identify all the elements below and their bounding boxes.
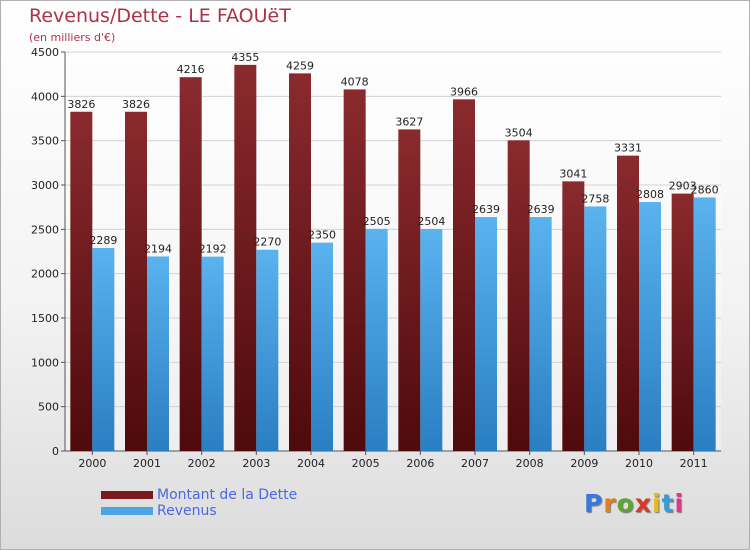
y-tick-label: 1000 bbox=[31, 356, 59, 369]
x-tick-label: 2004 bbox=[297, 457, 325, 470]
legend-label-dette: Montant de la Dette bbox=[157, 487, 298, 503]
x-tick-label: 2000 bbox=[78, 457, 106, 470]
logo-letter: P bbox=[584, 489, 604, 518]
y-tick-label: 2500 bbox=[31, 223, 59, 236]
data-label-dette: 3826 bbox=[122, 98, 150, 111]
y-tick-label: 3000 bbox=[31, 179, 59, 192]
legend-item-revenus: Revenus bbox=[101, 503, 297, 519]
x-tick-label: 2007 bbox=[461, 457, 489, 470]
logo-letter: i bbox=[674, 489, 685, 518]
data-label-dette: 3041 bbox=[559, 167, 587, 180]
data-label-revenus: 2808 bbox=[636, 188, 664, 201]
data-label-revenus: 2289 bbox=[89, 234, 117, 247]
legend-label-revenus: Revenus bbox=[157, 503, 217, 519]
data-label-dette: 4216 bbox=[177, 63, 205, 76]
bar-dette bbox=[562, 181, 585, 451]
logo-letter: x bbox=[634, 489, 652, 518]
x-tick-label: 2006 bbox=[406, 457, 434, 470]
plot-area bbox=[65, 52, 721, 451]
x-tick-label: 2003 bbox=[242, 457, 270, 470]
bar-dette bbox=[179, 77, 202, 451]
x-tick-label: 2001 bbox=[133, 457, 161, 470]
bar-dette bbox=[617, 155, 639, 451]
legend-swatch-dette bbox=[101, 491, 153, 499]
bar-revenus bbox=[693, 197, 716, 451]
legend-swatch-revenus bbox=[101, 507, 153, 515]
x-tick-label: 2002 bbox=[188, 457, 216, 470]
chart-subtitle: (en milliers d'€) bbox=[29, 31, 116, 44]
bar-revenus bbox=[420, 228, 443, 451]
y-tick-label: 1500 bbox=[31, 312, 59, 325]
bar-revenus bbox=[639, 202, 661, 451]
logo-letter: r bbox=[603, 489, 617, 518]
bar-revenus bbox=[365, 228, 388, 451]
logo-letter: t bbox=[661, 489, 675, 518]
x-tick-label: 2011 bbox=[680, 457, 708, 470]
y-tick-label: 3500 bbox=[31, 135, 59, 148]
data-label-revenus: 2758 bbox=[581, 192, 609, 205]
x-tick-label: 2008 bbox=[516, 457, 544, 470]
bar-dette bbox=[70, 111, 93, 452]
bar-revenus bbox=[147, 256, 169, 451]
data-label-dette: 3966 bbox=[450, 85, 478, 98]
legend: Montant de la Dette Revenus bbox=[101, 487, 297, 519]
data-label-dette: 2903 bbox=[669, 180, 697, 193]
chart-title: Revenus/Dette - LE FAOUëT bbox=[29, 5, 291, 27]
data-label-revenus: 2192 bbox=[199, 243, 227, 256]
logo-letter: o bbox=[616, 489, 635, 518]
bar-dette bbox=[125, 111, 147, 452]
data-label-dette: 3826 bbox=[67, 98, 95, 111]
y-tick-label: 4500 bbox=[31, 46, 59, 59]
data-label-revenus: 2639 bbox=[527, 203, 555, 216]
bar-dette bbox=[234, 64, 257, 452]
bar-revenus bbox=[584, 206, 607, 451]
x-tick-label: 2009 bbox=[570, 457, 598, 470]
data-label-dette: 4355 bbox=[231, 51, 259, 64]
data-label-revenus: 2194 bbox=[144, 242, 172, 255]
bar-dette bbox=[398, 129, 421, 451]
data-label-revenus: 2505 bbox=[363, 215, 391, 228]
bar-revenus bbox=[529, 217, 552, 451]
data-label-revenus: 2350 bbox=[308, 229, 336, 242]
bar-dette bbox=[671, 193, 694, 452]
legend-item-dette: Montant de la Dette bbox=[101, 487, 297, 503]
data-label-dette: 3331 bbox=[614, 142, 642, 155]
y-tick-label: 2000 bbox=[31, 268, 59, 281]
data-label-revenus: 2860 bbox=[691, 183, 719, 196]
y-tick-label: 4000 bbox=[31, 90, 59, 103]
bar-dette bbox=[453, 99, 475, 452]
y-tick-label: 500 bbox=[38, 401, 59, 414]
bar-revenus bbox=[256, 249, 279, 451]
bar-dette bbox=[289, 73, 311, 452]
bar-revenus bbox=[475, 217, 497, 451]
proxiti-logo: Proxiti bbox=[584, 489, 684, 518]
bar-revenus bbox=[201, 256, 224, 451]
data-label-revenus: 2270 bbox=[253, 236, 281, 249]
data-label-dette: 4259 bbox=[286, 59, 314, 72]
x-tick-label: 2010 bbox=[625, 457, 653, 470]
bar-revenus bbox=[311, 242, 333, 451]
bar-revenus bbox=[92, 248, 115, 451]
y-tick-label: 0 bbox=[52, 445, 59, 458]
bar-dette bbox=[343, 89, 366, 452]
data-label-dette: 4078 bbox=[341, 75, 369, 88]
data-label-revenus: 2639 bbox=[472, 203, 500, 216]
x-tick-label: 2005 bbox=[352, 457, 380, 470]
data-label-dette: 3627 bbox=[395, 115, 423, 128]
data-label-revenus: 2504 bbox=[417, 215, 445, 228]
bar-dette bbox=[507, 140, 530, 451]
data-label-dette: 3504 bbox=[505, 126, 533, 139]
logo-letter: i bbox=[652, 489, 662, 518]
